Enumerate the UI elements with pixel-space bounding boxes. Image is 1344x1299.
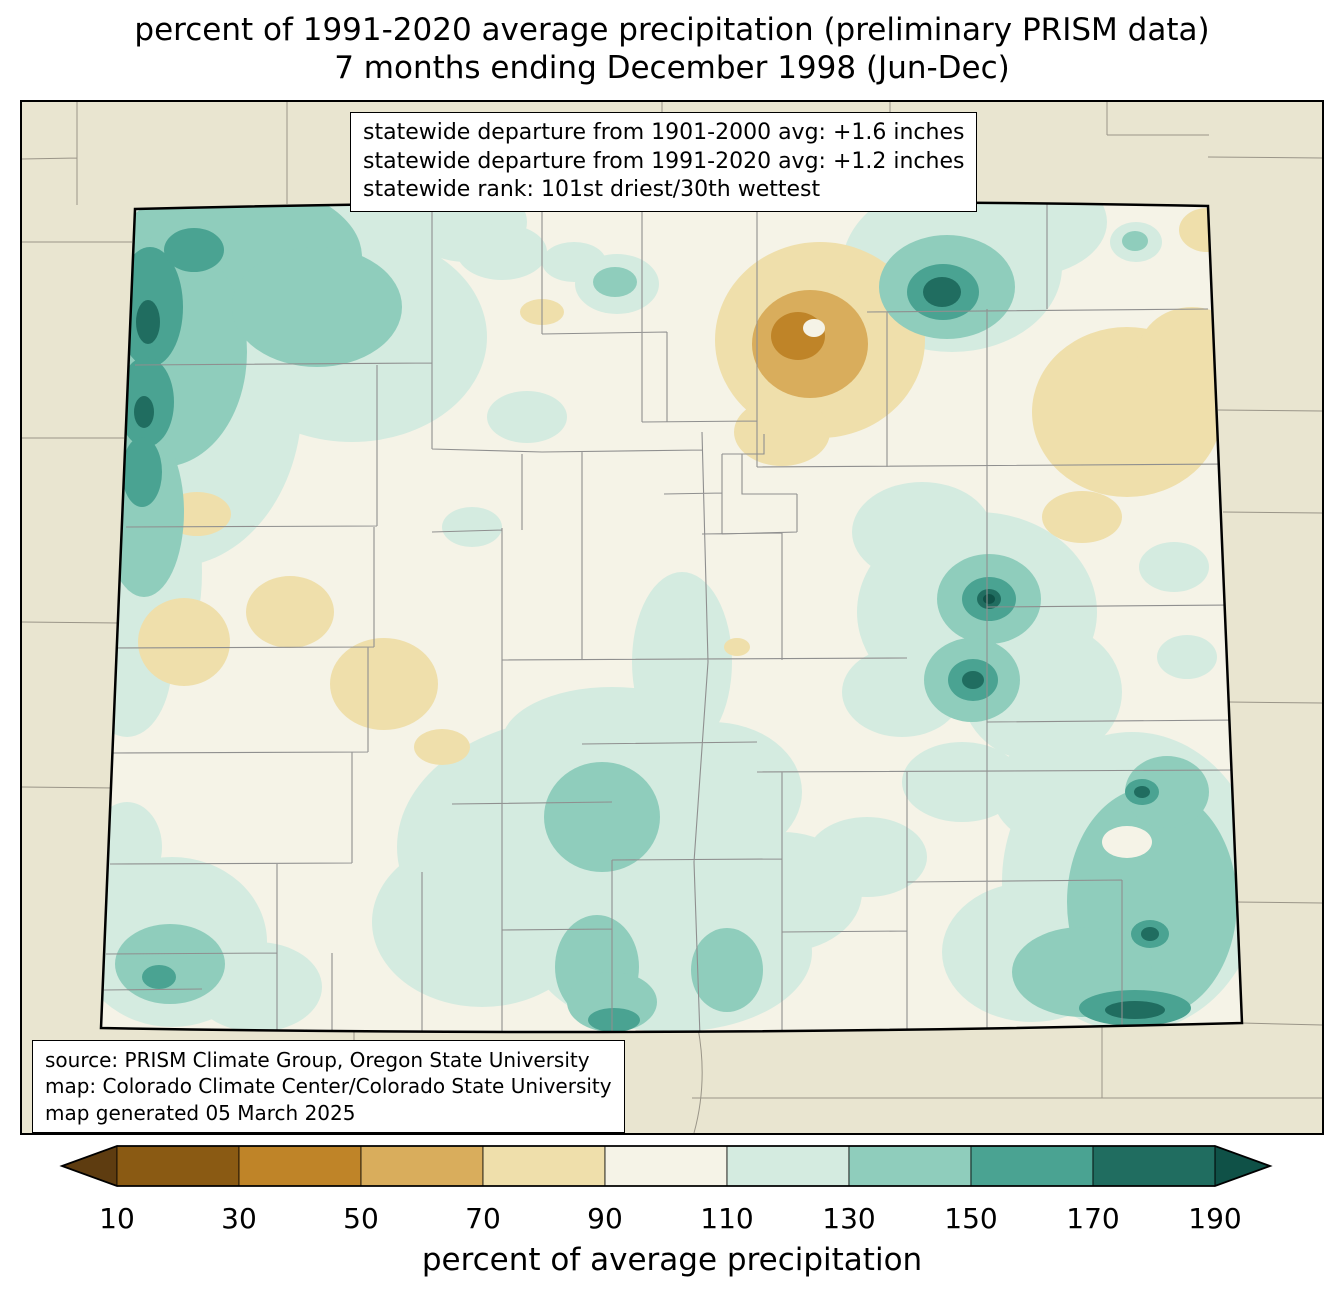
colorbar-tick-150: 150 [944, 1202, 997, 1235]
colorbar-right-arrow [1214, 1145, 1272, 1187]
stats-line-2: statewide departure from 1991-2020 avg: … [363, 148, 965, 174]
county-lines [103, 201, 1238, 1033]
colorbar-segment-90-110 [604, 1145, 728, 1187]
colorbar-tick-130: 130 [822, 1202, 875, 1235]
colorbar-segment-110-130 [726, 1145, 850, 1187]
colorado-precip-map [22, 102, 1322, 1133]
colorbar-segment-70-90 [482, 1145, 606, 1187]
colorbar-tick-50: 50 [343, 1202, 379, 1235]
colorbar-tick-70: 70 [465, 1202, 501, 1235]
stats-line-3: statewide rank: 101st driest/30th wettes… [363, 177, 821, 203]
precip-max-spot [983, 594, 995, 604]
colorbar-tick-170: 170 [1066, 1202, 1119, 1235]
colorbar-svg: 10 30 50 70 90 110 130 150 170 190 [59, 1145, 1273, 1235]
colorbar-tick-110: 110 [700, 1202, 753, 1235]
source-line-3: map generated 05 March 2025 [45, 1100, 356, 1125]
title-line-1: percent of 1991-2020 average precipitati… [134, 12, 1210, 48]
se-white-pocket [1102, 826, 1152, 858]
colorbar-tick-30: 30 [221, 1202, 257, 1235]
precip-tan-blobs [138, 208, 1242, 765]
colorbar-outline [59, 1145, 1273, 1187]
source-box: source: PRISM Climate Group, Oregon Stat… [32, 1040, 625, 1134]
colorbar-segment-170-190 [1092, 1145, 1216, 1187]
map-figure: statewide departure from 1901-2000 avg: … [20, 100, 1324, 1135]
source-line-2: map: Colorado Climate Center/Colorado St… [45, 1074, 612, 1099]
colorbar-tick-190: 190 [1188, 1202, 1241, 1235]
page-title: percent of 1991-2020 average precipitati… [0, 12, 1344, 88]
title-line-2: 7 months ending December 1998 (Jun-Dec) [334, 49, 1010, 86]
colorbar-segment-10-30 [116, 1145, 240, 1187]
source-line-1: source: PRISM Climate Group, Oregon Stat… [45, 1048, 590, 1072]
colorbar-left-arrow [60, 1145, 118, 1187]
colorbar-segment-130-150 [848, 1145, 972, 1187]
colorbar-segment-150-170 [970, 1145, 1094, 1187]
colorbar-segment-30-50 [238, 1145, 362, 1187]
colorbar-tick-10: 10 [99, 1202, 135, 1235]
colorbar-label: percent of average precipitation [421, 1242, 923, 1278]
colorbar-segment-50-70 [360, 1145, 484, 1187]
colorbar-tick-90: 90 [587, 1202, 623, 1235]
stats-box: statewide departure from 1901-2000 avg: … [350, 112, 978, 212]
stats-line-1: statewide departure from 1901-2000 avg: … [363, 120, 965, 145]
colorbar: 10 30 50 70 90 110 130 150 170 190 [42, 1140, 1302, 1242]
